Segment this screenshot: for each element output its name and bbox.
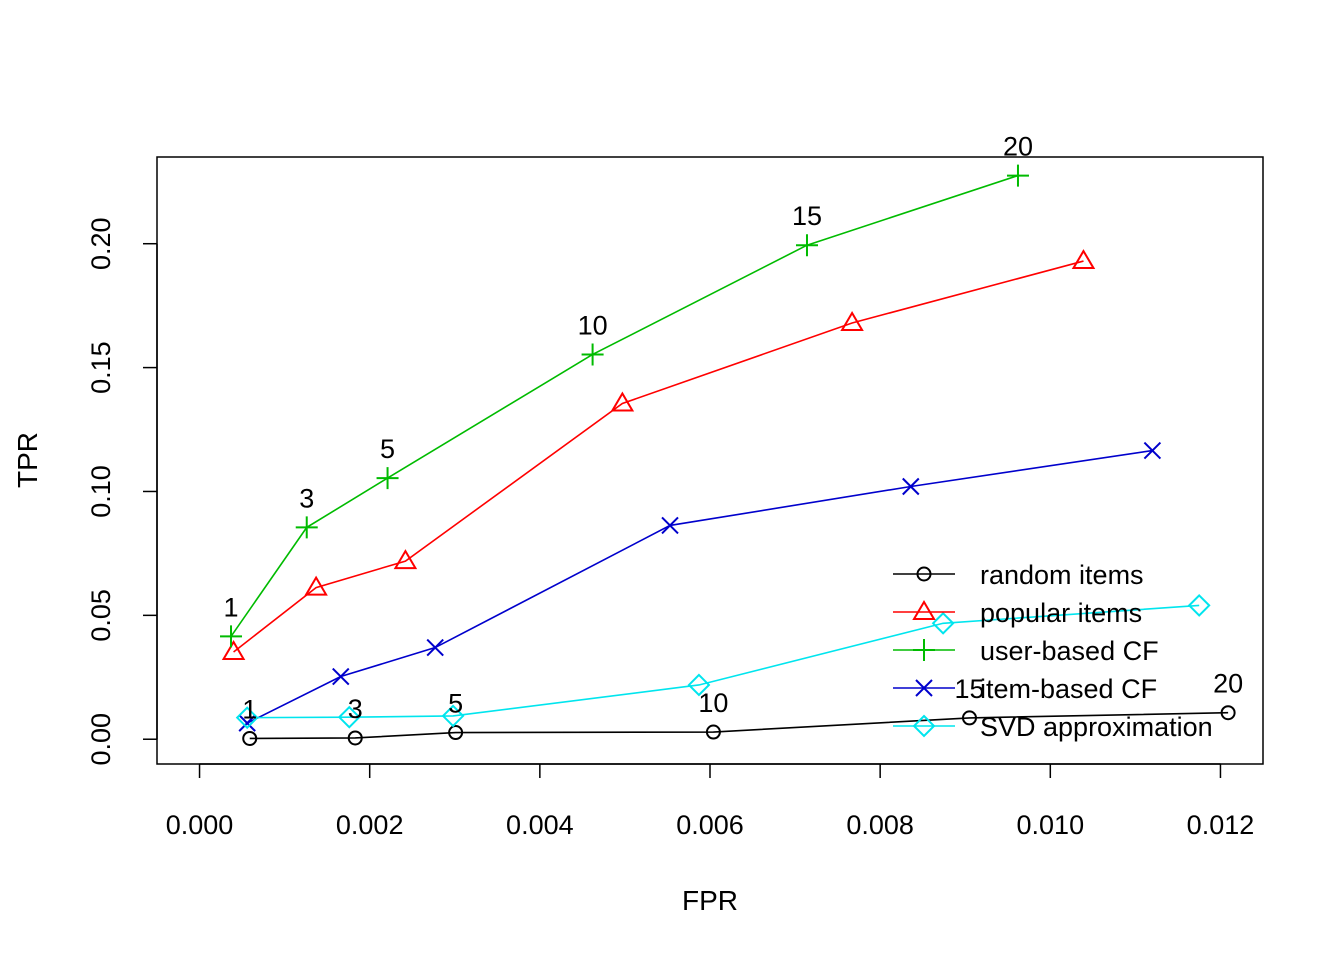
point-label: 20 <box>1213 669 1243 699</box>
data-point <box>1143 441 1162 460</box>
data-point <box>961 710 977 726</box>
data-point <box>304 575 328 596</box>
data-point <box>337 705 361 729</box>
data-point <box>705 724 721 740</box>
x-tick-label: 0.010 <box>1017 810 1085 840</box>
data-point <box>220 625 243 648</box>
y-axis: 0.00 0.05 0.10 0.15 0.20 <box>86 217 158 766</box>
x-tick-label: 0.006 <box>676 810 744 840</box>
point-label: 15 <box>792 201 822 231</box>
y-tick-label: 0.10 <box>86 465 116 518</box>
legend-label: user-based CF <box>980 636 1159 666</box>
x-tick-label: 0.002 <box>336 810 404 840</box>
legend-item: user-based CF <box>893 636 1159 666</box>
data-point <box>332 667 350 686</box>
data-point <box>242 730 258 746</box>
series-user-based-cf <box>220 164 1029 648</box>
data-point <box>448 725 464 741</box>
data-point <box>426 638 444 657</box>
data-point <box>795 234 818 257</box>
x-tick-label: 0.000 <box>166 810 234 840</box>
legend-item: popular items <box>893 598 1142 628</box>
data-point <box>902 477 920 496</box>
x-axis-title: FPR <box>682 885 738 916</box>
series-line <box>247 604 1200 719</box>
point-label: 5 <box>380 434 395 464</box>
plot-frame <box>156 156 1264 765</box>
data-point <box>1220 705 1236 721</box>
data-point <box>687 673 711 697</box>
data-point <box>840 311 864 331</box>
legend-item: item-based CF <box>893 674 1157 704</box>
x-tick-label: 0.004 <box>506 810 574 840</box>
y-axis-title: TPR <box>12 432 43 488</box>
point-label: 3 <box>348 694 363 724</box>
x-tick-label: 0.008 <box>846 810 914 840</box>
data-point <box>1071 249 1096 270</box>
series-line <box>246 449 1153 724</box>
point-label: 1 <box>224 592 239 622</box>
series-random-items <box>242 705 1236 746</box>
series-layer <box>220 164 1236 746</box>
legend-swatch-marker <box>912 714 936 738</box>
point-label: 3 <box>299 483 314 513</box>
data-point <box>221 640 246 661</box>
legend-item: random items <box>893 560 1144 590</box>
legend-swatch-marker <box>915 679 933 697</box>
point-label: 10 <box>698 688 728 718</box>
data-point <box>1187 594 1211 617</box>
series-popular-items <box>221 249 1096 661</box>
data-point <box>441 704 465 728</box>
data-point <box>931 611 955 635</box>
point-label: 10 <box>578 310 608 340</box>
data-point <box>610 391 635 412</box>
y-tick-label: 0.20 <box>86 217 116 270</box>
legend-label: SVD approximation <box>980 712 1213 742</box>
x-tick-label: 0.012 <box>1187 810 1255 840</box>
series-svd-approximation <box>235 594 1211 730</box>
data-point <box>661 516 679 535</box>
legend-item: SVD approximation <box>893 712 1213 742</box>
data-point <box>376 467 399 490</box>
data-point <box>1006 164 1029 187</box>
point-label: 15 <box>954 674 984 704</box>
series-line <box>233 260 1084 653</box>
data-point <box>393 549 418 570</box>
legend-label: random items <box>980 560 1144 590</box>
legend-swatch-marker <box>912 600 936 620</box>
point-label: 5 <box>448 689 463 719</box>
series-line <box>249 711 1229 740</box>
legend-label: popular items <box>980 598 1142 628</box>
y-tick-label: 0.00 <box>86 713 116 766</box>
legend: random items popular items user-based CF it… <box>893 560 1213 742</box>
series-line <box>230 174 1019 637</box>
point-label: 1 <box>242 694 257 724</box>
legend-swatch-marker <box>913 639 935 661</box>
y-tick-label: 0.05 <box>86 589 116 642</box>
data-point <box>235 706 259 730</box>
data-point <box>295 516 318 539</box>
y-tick-label: 0.15 <box>86 341 116 394</box>
x-axis: 0.000 0.002 0.004 0.006 0.008 0.010 0.012 <box>166 763 1255 840</box>
legend-label: item-based CF <box>980 674 1157 704</box>
data-point <box>581 343 604 366</box>
data-point <box>347 730 363 746</box>
legend-swatch-marker <box>916 566 932 582</box>
